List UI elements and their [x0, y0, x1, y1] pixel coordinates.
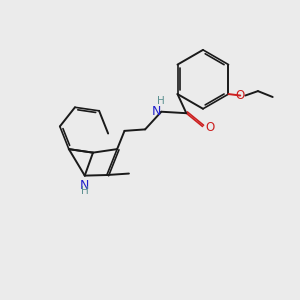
Text: O: O: [205, 122, 214, 134]
Text: O: O: [236, 89, 245, 102]
Text: H: H: [157, 96, 165, 106]
Text: N: N: [80, 179, 89, 192]
Text: N: N: [151, 105, 161, 118]
Text: H: H: [81, 186, 88, 196]
